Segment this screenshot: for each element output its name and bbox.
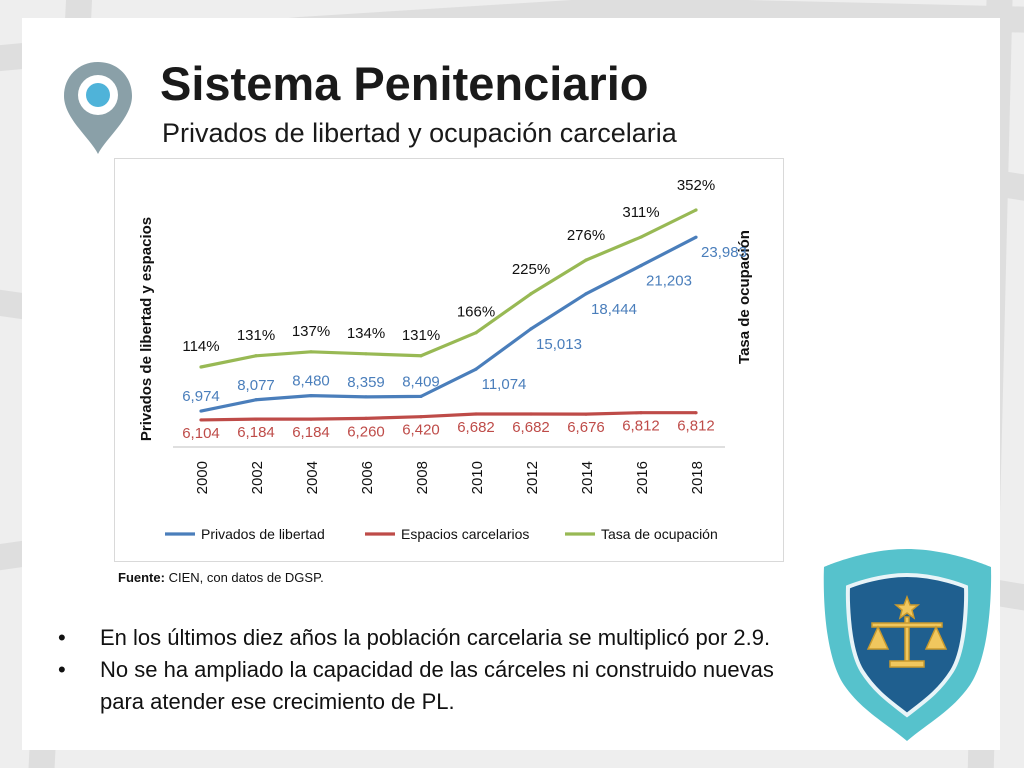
- data-point: [639, 235, 643, 239]
- data-point: [364, 352, 368, 356]
- data-point: [419, 415, 423, 419]
- data-label: 131%: [237, 327, 275, 344]
- chart-container: Privados de libertad y espacios Tasa de o…: [114, 158, 784, 562]
- data-label: 137%: [292, 323, 330, 340]
- bullet-list: • En los últimos diez años la población …: [58, 622, 778, 718]
- data-label: 21,203: [646, 273, 692, 290]
- bullet-item: • En los últimos diez años la población …: [58, 622, 778, 654]
- data-label: 131%: [402, 327, 440, 344]
- data-label: 114%: [182, 338, 219, 355]
- series-line: [200, 411, 696, 422]
- legend-label: Espacios carcelarios: [401, 526, 529, 542]
- data-point: [474, 367, 478, 371]
- data-label: 276%: [567, 227, 605, 244]
- data-label: 6,184: [237, 424, 275, 441]
- data-point: [199, 365, 203, 369]
- bullet-glyph: •: [58, 625, 66, 650]
- data-point: [529, 292, 533, 296]
- data-point: [199, 409, 203, 413]
- scales-of-justice-icon: [823, 549, 992, 741]
- data-label: 8,409: [402, 373, 440, 390]
- data-point: [639, 263, 643, 268]
- data-point: [694, 208, 698, 212]
- source-label: Fuente:: [118, 570, 165, 585]
- data-point: [254, 398, 258, 402]
- data-point: [309, 417, 313, 421]
- x-tick-label: 2012: [524, 461, 541, 494]
- x-tick-label: 2018: [689, 461, 706, 494]
- page-subtitle: Privados de libertad y ocupación carcela…: [162, 118, 677, 148]
- data-label: 18,444: [591, 301, 637, 318]
- source-text: CIEN, con datos de DGSP.: [168, 570, 324, 585]
- page-title: Sistema Penitenciario: [160, 57, 649, 110]
- data-label: 6,184: [292, 424, 330, 441]
- data-label: 8,077: [237, 377, 275, 394]
- data-point: [584, 412, 588, 416]
- data-label: 6,676: [567, 419, 605, 436]
- x-tick-label: 2004: [304, 461, 321, 494]
- data-point: [309, 350, 313, 354]
- data-label: 8,480: [292, 373, 330, 390]
- bullet-text: No se ha ampliado la capacidad de las cá…: [100, 657, 774, 714]
- data-point: [419, 394, 423, 398]
- y-axis-left-label: Privados de libertad y espacios: [138, 217, 155, 441]
- data-label: 166%: [457, 304, 495, 321]
- data-point: [364, 395, 368, 399]
- bullet-glyph: •: [58, 657, 66, 682]
- x-tick-label: 2002: [249, 461, 266, 494]
- x-tick-label: 2000: [194, 461, 211, 494]
- source-note: Fuente: CIEN, con datos de DGSP.: [118, 570, 324, 585]
- data-label: 6,420: [402, 422, 440, 439]
- bullet-text: En los últimos diez años la población ca…: [100, 625, 771, 650]
- data-point: [694, 235, 698, 239]
- data-label: 11,074: [482, 376, 527, 393]
- data-label: 23,983: [701, 244, 747, 261]
- data-point: [584, 292, 588, 296]
- data-label: 6,812: [622, 418, 660, 435]
- x-tick-label: 2016: [634, 461, 651, 494]
- data-point: [199, 418, 203, 422]
- location-pin-icon: [64, 62, 132, 154]
- data-label: 352%: [677, 177, 715, 194]
- y-axis-right-label: Tasa de ocupación: [736, 230, 753, 364]
- data-point: [639, 411, 643, 415]
- bullet-item: • No se ha ampliado la capacidad de las …: [58, 654, 778, 718]
- data-point: [694, 411, 698, 415]
- x-tick-label: 2008: [414, 461, 431, 494]
- data-label: 6,812: [677, 418, 715, 435]
- data-label: 225%: [512, 261, 550, 278]
- data-label: 6,260: [347, 423, 385, 440]
- line-chart: Privados de libertad y espacios Tasa de o…: [138, 177, 753, 542]
- data-label: 6,104: [182, 425, 220, 442]
- x-tick-label: 2014: [579, 461, 596, 494]
- data-label: 8,359: [347, 374, 385, 391]
- data-point: [474, 331, 478, 335]
- data-point: [529, 412, 533, 416]
- data-point: [584, 258, 588, 262]
- series-line: [200, 208, 697, 369]
- data-label: 134%: [347, 325, 385, 342]
- data-point: [474, 412, 478, 416]
- data-label: 311%: [622, 204, 659, 221]
- data-point: [529, 327, 533, 331]
- x-tick-label: 2010: [469, 461, 486, 494]
- data-label: 6,682: [457, 419, 495, 436]
- data-point: [309, 394, 313, 398]
- data-point: [254, 417, 258, 421]
- data-point: [254, 354, 258, 358]
- data-point: [419, 354, 423, 358]
- series-line: [200, 235, 697, 413]
- x-tick-label: 2006: [359, 461, 376, 494]
- data-label: 6,682: [512, 419, 550, 436]
- legend-label: Privados de libertad: [201, 526, 325, 542]
- data-point: [364, 416, 368, 420]
- data-label: 15,013: [536, 336, 582, 353]
- data-label: 6,974: [182, 388, 220, 405]
- legend-label: Tasa de ocupación: [601, 526, 718, 542]
